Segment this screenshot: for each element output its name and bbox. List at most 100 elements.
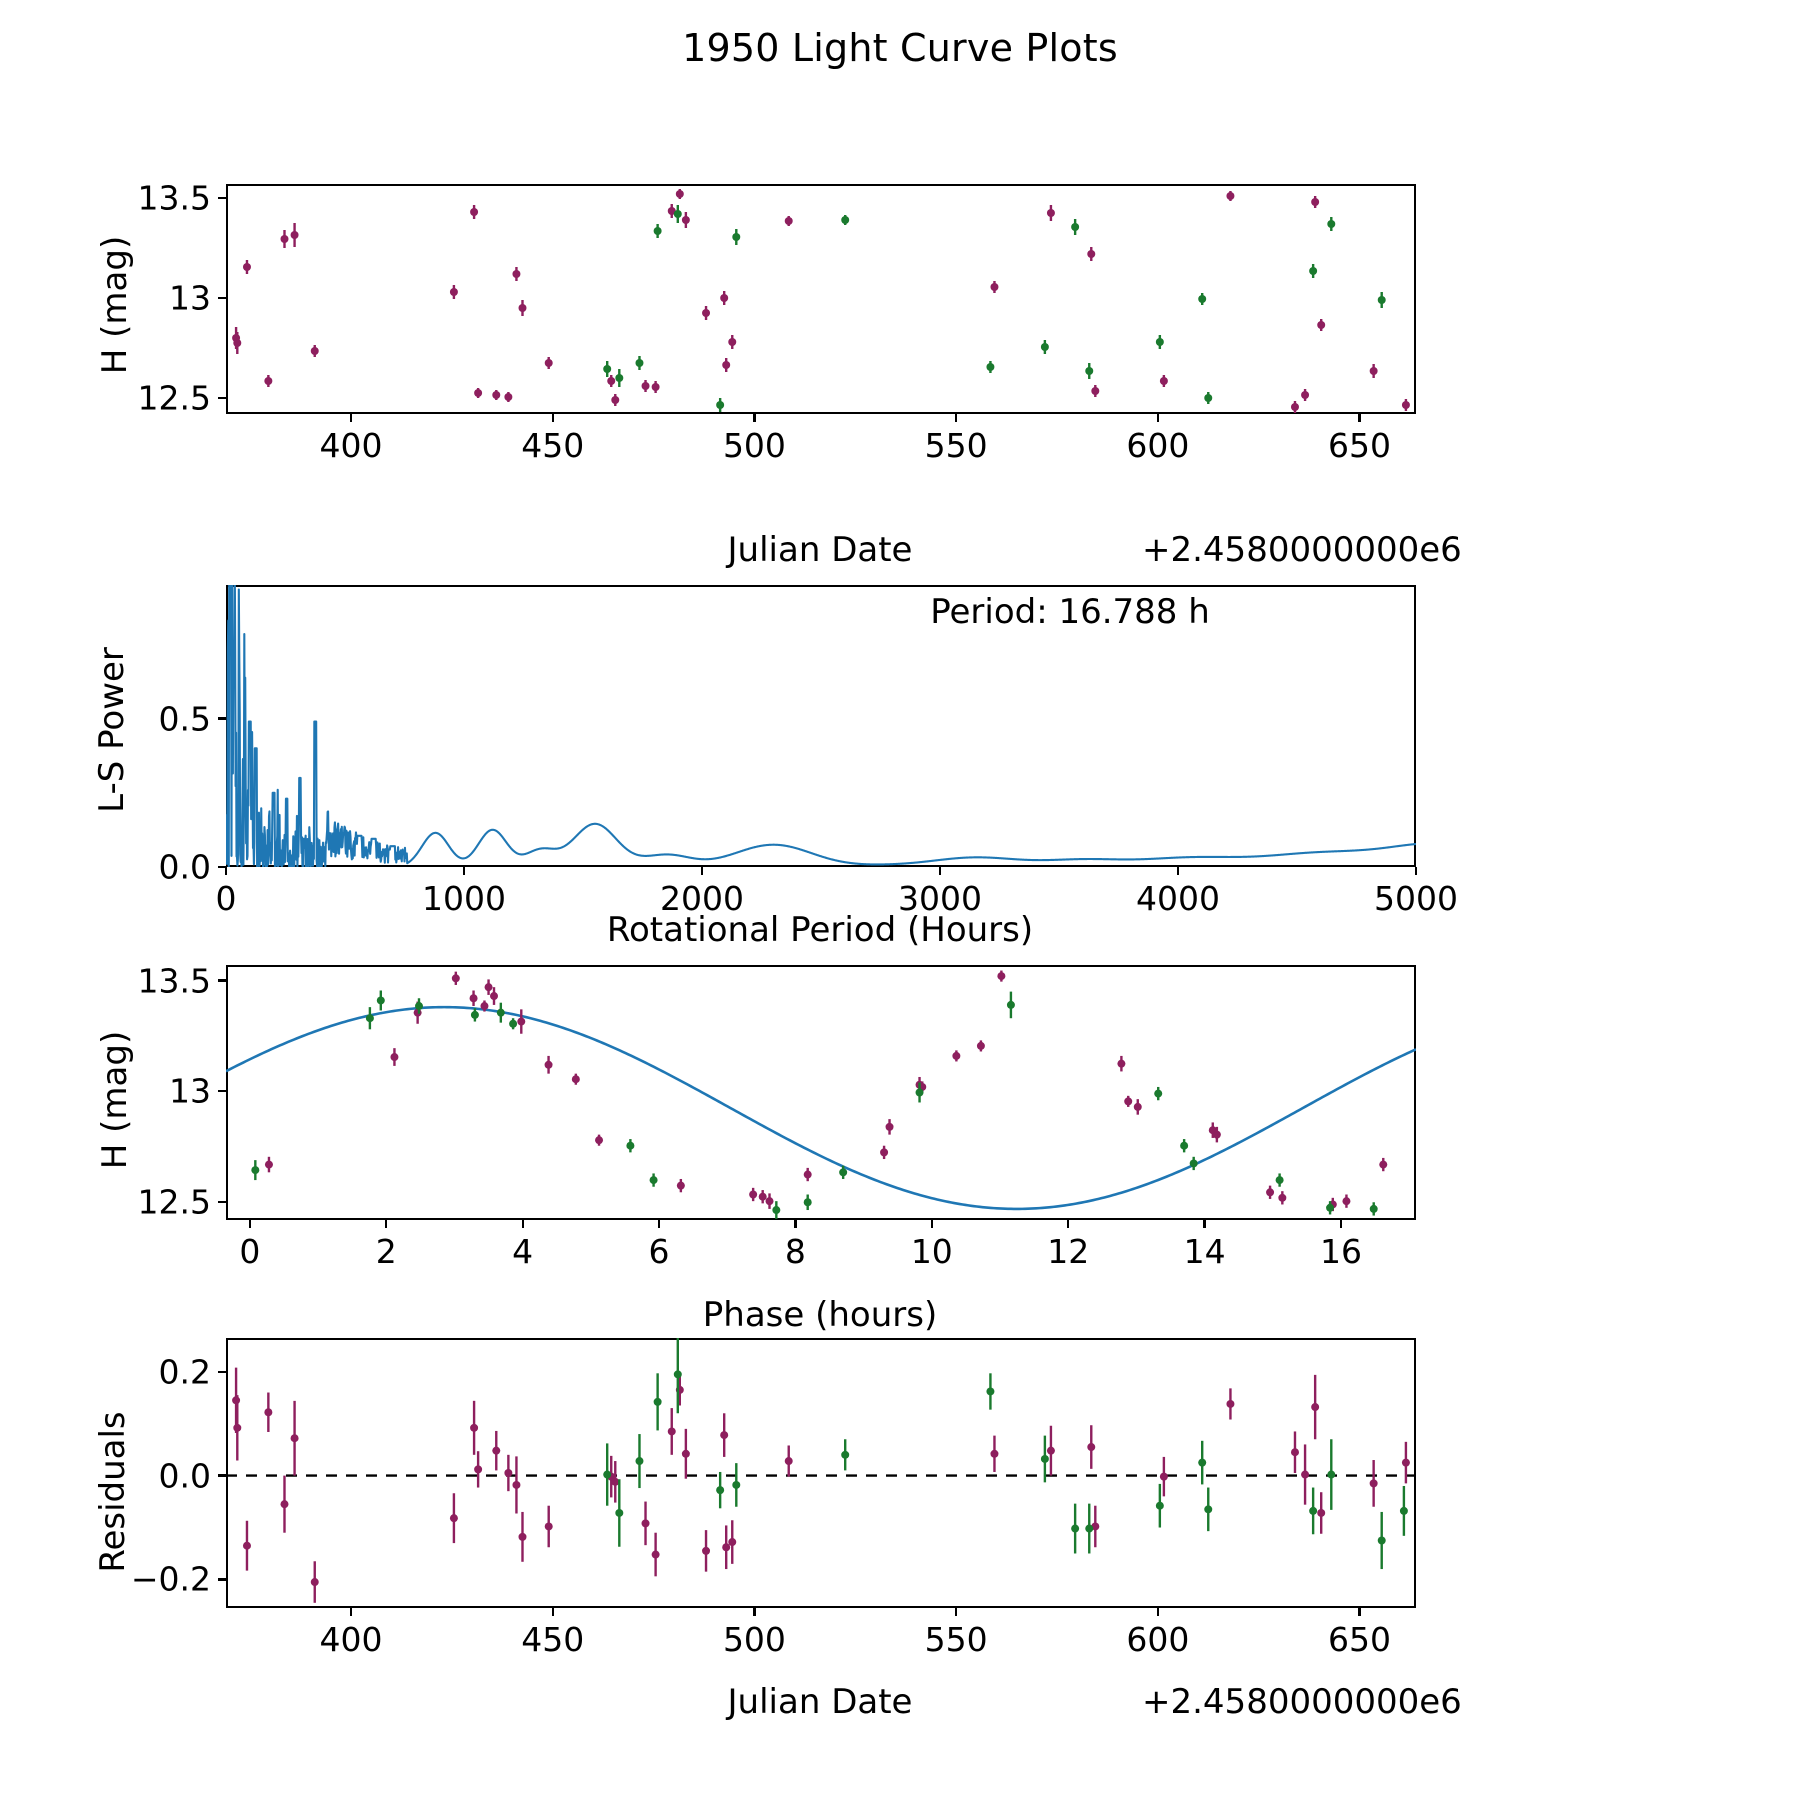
x-tick-label: 600: [1126, 1620, 1190, 1659]
data-point: [518, 304, 527, 312]
x-tick-label: 600: [1126, 426, 1190, 465]
data-point: [251, 1166, 260, 1175]
data-point: [653, 227, 662, 235]
data-point: [784, 217, 793, 225]
y-tick-label: 13.5: [137, 178, 211, 218]
data-point: [653, 1397, 662, 1406]
data-point: [1154, 1089, 1163, 1098]
data-point: [728, 1538, 737, 1547]
y-tickmark: [218, 1201, 226, 1204]
data-point: [803, 1198, 812, 1207]
x-tickmark: [1414, 867, 1418, 875]
x-tickmark: [349, 1608, 353, 1616]
data-point: [544, 1522, 553, 1531]
data-point: [635, 1457, 644, 1466]
data-point: [635, 359, 644, 367]
y-tick-label: 0.0: [158, 847, 211, 887]
data-point: [1085, 1524, 1094, 1533]
data-point: [1369, 1204, 1378, 1213]
data-point: [1204, 1505, 1213, 1514]
data-point: [915, 1088, 924, 1097]
data-point: [1117, 1059, 1126, 1068]
data-point: [480, 1002, 489, 1011]
data-point: [1379, 1160, 1388, 1169]
data-point: [474, 389, 483, 397]
data-point: [603, 1470, 612, 1479]
data-point: [1198, 1458, 1207, 1467]
y-tick-label: 13: [169, 1071, 211, 1111]
y-tick-label: 13: [169, 278, 211, 318]
y-tick-label: 0.5: [158, 699, 211, 739]
data-point: [233, 1423, 242, 1432]
data-point: [1317, 1508, 1326, 1517]
x-tickmark: [385, 1220, 388, 1228]
data-point: [1091, 387, 1100, 395]
panel-periodogram: [226, 585, 1416, 867]
data-point: [470, 208, 479, 216]
x-tick-label: 4: [512, 1232, 534, 1271]
data-point: [1159, 377, 1168, 385]
data-point: [1087, 250, 1096, 258]
data-point: [1301, 391, 1310, 399]
y-tickmark: [218, 396, 226, 400]
x-tickmark: [1156, 414, 1159, 422]
x-tickmark: [248, 1220, 251, 1228]
data-point: [242, 1541, 251, 1550]
data-point: [603, 365, 612, 373]
plot-area-residuals: [226, 1338, 1416, 1608]
x-tickmark: [700, 867, 704, 875]
data-point: [626, 1141, 635, 1150]
data-point: [474, 1465, 483, 1474]
data-point: [1377, 1536, 1386, 1545]
x-tick-label: 450: [521, 1620, 585, 1659]
x-tickmark: [1176, 867, 1180, 875]
x-tick-label: 5000: [1374, 879, 1458, 918]
data-point: [986, 1387, 995, 1396]
x-tickmark: [1156, 1608, 1159, 1616]
data-point: [595, 1136, 604, 1145]
data-point: [1275, 1176, 1284, 1185]
xlabel-periodogram: Rotational Period (Hours): [606, 910, 1034, 950]
x-tick-label: 400: [319, 1620, 383, 1659]
data-point: [1198, 295, 1207, 303]
data-point: [470, 1010, 479, 1019]
x-tick-label: 0: [215, 879, 237, 918]
x-tick-label: 16: [1319, 1232, 1362, 1271]
x-tickmark: [521, 1220, 524, 1228]
x-tickmark: [794, 1220, 797, 1228]
x-tickmark: [753, 1608, 756, 1616]
axes-frame-periodogram: [226, 585, 1416, 867]
data-point: [264, 377, 273, 385]
series-series_b: [603, 1338, 1408, 1569]
data-point: [544, 1060, 553, 1069]
data-point: [310, 1578, 319, 1587]
data-point: [496, 1008, 505, 1017]
x-tickmark: [349, 414, 353, 422]
data-point: [720, 1431, 729, 1440]
y-tickmark: [218, 1370, 226, 1373]
data-point: [841, 216, 850, 224]
y-tickmark: [218, 1578, 226, 1581]
data-point: [1369, 1479, 1378, 1488]
y-tickmark: [218, 1090, 226, 1093]
data-point: [649, 1176, 658, 1185]
x-tick-label: 400: [319, 426, 383, 465]
data-point: [702, 1546, 711, 1555]
x-tick-label: 500: [722, 1620, 786, 1659]
data-point: [651, 1550, 660, 1559]
data-point: [571, 1075, 580, 1084]
data-point: [1226, 192, 1235, 200]
data-point: [673, 210, 682, 218]
x-tick-label: 550: [924, 1620, 988, 1659]
data-point: [1401, 401, 1410, 409]
x-tick-label: 2: [375, 1232, 397, 1271]
data-point: [641, 1519, 650, 1528]
panel-light-curve: [226, 184, 1416, 414]
data-point: [492, 391, 501, 399]
data-point: [772, 1206, 781, 1215]
data-point: [517, 1017, 526, 1026]
data-point: [504, 393, 513, 401]
data-point: [702, 309, 711, 317]
plot-area-light-curve: [232, 184, 1410, 414]
